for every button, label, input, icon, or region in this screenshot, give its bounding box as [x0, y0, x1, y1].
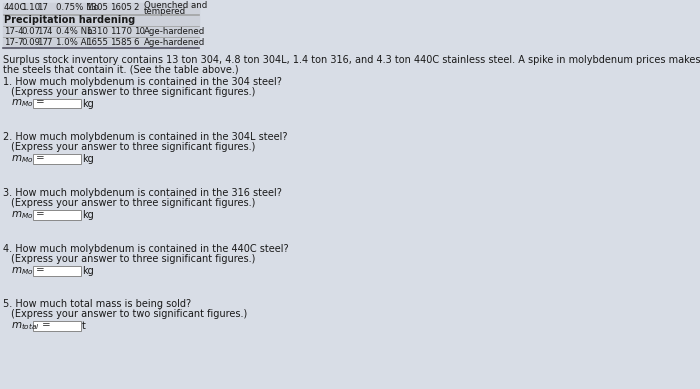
Text: $m_{total}$ =: $m_{total}$ = [10, 321, 50, 332]
Text: 1655: 1655 [86, 38, 108, 47]
Text: 17: 17 [36, 27, 48, 36]
Text: kg: kg [82, 266, 94, 276]
Text: tempered: tempered [144, 7, 186, 16]
Text: kg: kg [82, 98, 94, 109]
Bar [4, 37, 199, 48]
Text: 1. How much molybdenum is contained in the 304 steel?: 1. How much molybdenum is contained in t… [4, 77, 282, 87]
Text: 17: 17 [36, 4, 48, 12]
Text: 7: 7 [47, 38, 52, 47]
Text: kg: kg [82, 154, 94, 164]
Text: Quenched and: Quenched and [144, 1, 207, 10]
Text: 1305: 1305 [86, 4, 108, 12]
Text: 17: 17 [36, 38, 48, 47]
Text: Age-hardened: Age-hardened [144, 27, 205, 36]
Text: 17-7: 17-7 [4, 38, 23, 47]
Text: kg: kg [82, 210, 94, 220]
Text: 3. How much molybdenum is contained in the 316 steel?: 3. How much molybdenum is contained in t… [4, 188, 282, 198]
Text: (Express your answer to three significant figures.): (Express your answer to three significan… [10, 198, 255, 208]
Bar [34, 98, 80, 109]
Text: 0.75% Mo: 0.75% Mo [55, 4, 99, 12]
Text: Age-hardened: Age-hardened [144, 38, 205, 47]
Bar [4, 26, 199, 37]
Text: Surplus stock inventory contains 13 ton 304, 4.8 ton 304L, 1.4 ton 316, and 4.3 : Surplus stock inventory contains 13 ton … [4, 55, 700, 65]
Bar [34, 266, 80, 275]
Text: 0.4% Nb: 0.4% Nb [55, 27, 92, 36]
Text: $m_{Mo}$ =: $m_{Mo}$ = [10, 265, 45, 277]
Text: 4. How much molybdenum is contained in the 440C steel?: 4. How much molybdenum is contained in t… [4, 244, 289, 254]
Bar [34, 210, 80, 220]
Bar [4, 3, 199, 14]
Text: $m_{Mo}$ =: $m_{Mo}$ = [10, 209, 45, 221]
Text: 1.10: 1.10 [22, 4, 41, 12]
Text: 5. How much total mass is being sold?: 5. How much total mass is being sold? [4, 300, 191, 310]
Text: 0.07: 0.07 [22, 27, 41, 36]
Text: $m_{Mo}$ =: $m_{Mo}$ = [10, 98, 45, 109]
Text: Precipitation hardening: Precipitation hardening [4, 16, 136, 25]
Text: (Express your answer to three significant figures.): (Express your answer to three significan… [10, 87, 255, 96]
Text: 0.09: 0.09 [22, 38, 41, 47]
Bar [34, 321, 80, 331]
Text: 1605: 1605 [110, 4, 132, 12]
Text: $m_{Mo}$ =: $m_{Mo}$ = [10, 153, 45, 165]
Text: (Express your answer to two significant figures.): (Express your answer to two significant … [10, 309, 247, 319]
Text: 1585: 1585 [110, 38, 132, 47]
Text: 1.0% Al: 1.0% Al [55, 38, 88, 47]
Text: (Express your answer to three significant figures.): (Express your answer to three significan… [10, 142, 255, 152]
Text: 17-4: 17-4 [4, 27, 23, 36]
Text: 2. How much molybdenum is contained in the 304L steel?: 2. How much molybdenum is contained in t… [4, 132, 288, 142]
Bar [4, 15, 199, 26]
Text: 1170: 1170 [110, 27, 132, 36]
Text: the steels that contain it. (See the table above.): the steels that contain it. (See the tab… [4, 65, 239, 75]
Text: (Express your answer to three significant figures.): (Express your answer to three significan… [10, 254, 255, 264]
Text: 10: 10 [134, 27, 145, 36]
Text: 6: 6 [134, 38, 139, 47]
Text: 440C: 440C [4, 4, 27, 12]
Bar [34, 154, 80, 164]
Text: 2: 2 [134, 4, 139, 12]
Text: 1310: 1310 [86, 27, 108, 36]
Text: 4: 4 [47, 27, 52, 36]
Text: t: t [82, 321, 86, 331]
